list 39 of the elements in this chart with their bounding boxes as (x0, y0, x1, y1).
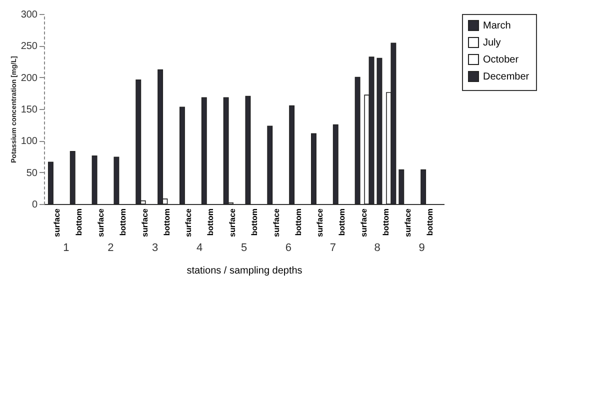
x-tick-label: surface (184, 208, 194, 237)
x-tick-label: surface (52, 208, 62, 237)
y-tick-label: 250 (20, 41, 38, 52)
x-tick-label: surface (360, 208, 369, 237)
text: 4 (196, 242, 203, 254)
y-tick-label: 300 (20, 10, 38, 20)
text: 8 (374, 242, 380, 254)
text: 9 (418, 242, 425, 254)
x-tick-label: surface (403, 208, 412, 237)
x-axis-title: stations / sampling depths (186, 266, 302, 276)
y-tick-label: 0 (32, 200, 38, 210)
x-tick-label: bottom (162, 208, 172, 236)
text: 6 (285, 242, 292, 254)
legend-label: July (483, 38, 501, 48)
x-tick-label: bottom (381, 208, 390, 236)
x-tick-label: bottom (206, 208, 216, 236)
x-tick-label: surface (272, 208, 281, 237)
x-tick-label: bottom (250, 208, 259, 236)
y-tick-label: 50 (26, 168, 38, 179)
text: 1 (63, 242, 70, 254)
x-tick-label: surface (96, 208, 106, 237)
x-tick-label: bottom (294, 208, 303, 236)
x-tick-label: bottom (118, 208, 128, 236)
text: 7 (330, 242, 336, 254)
text: 3 (152, 242, 158, 254)
text: 2 (108, 242, 114, 254)
x-tick-label: bottom (425, 208, 434, 236)
legend-label: December (483, 72, 530, 82)
x-tick-label: surface (228, 208, 238, 237)
x-tick-label: surface (316, 208, 325, 237)
x-tick-label: surface (140, 208, 150, 237)
legend-label: March (483, 20, 511, 32)
x-tick-label: bottom (338, 208, 347, 236)
x-tick-label: bottom (74, 208, 84, 236)
text: 5 (240, 242, 248, 254)
y-tick-label: 100 (20, 136, 38, 148)
y-tick-label: 200 (20, 72, 38, 84)
y-tick-label: 150 (20, 104, 38, 116)
legend-label: October (483, 54, 520, 66)
